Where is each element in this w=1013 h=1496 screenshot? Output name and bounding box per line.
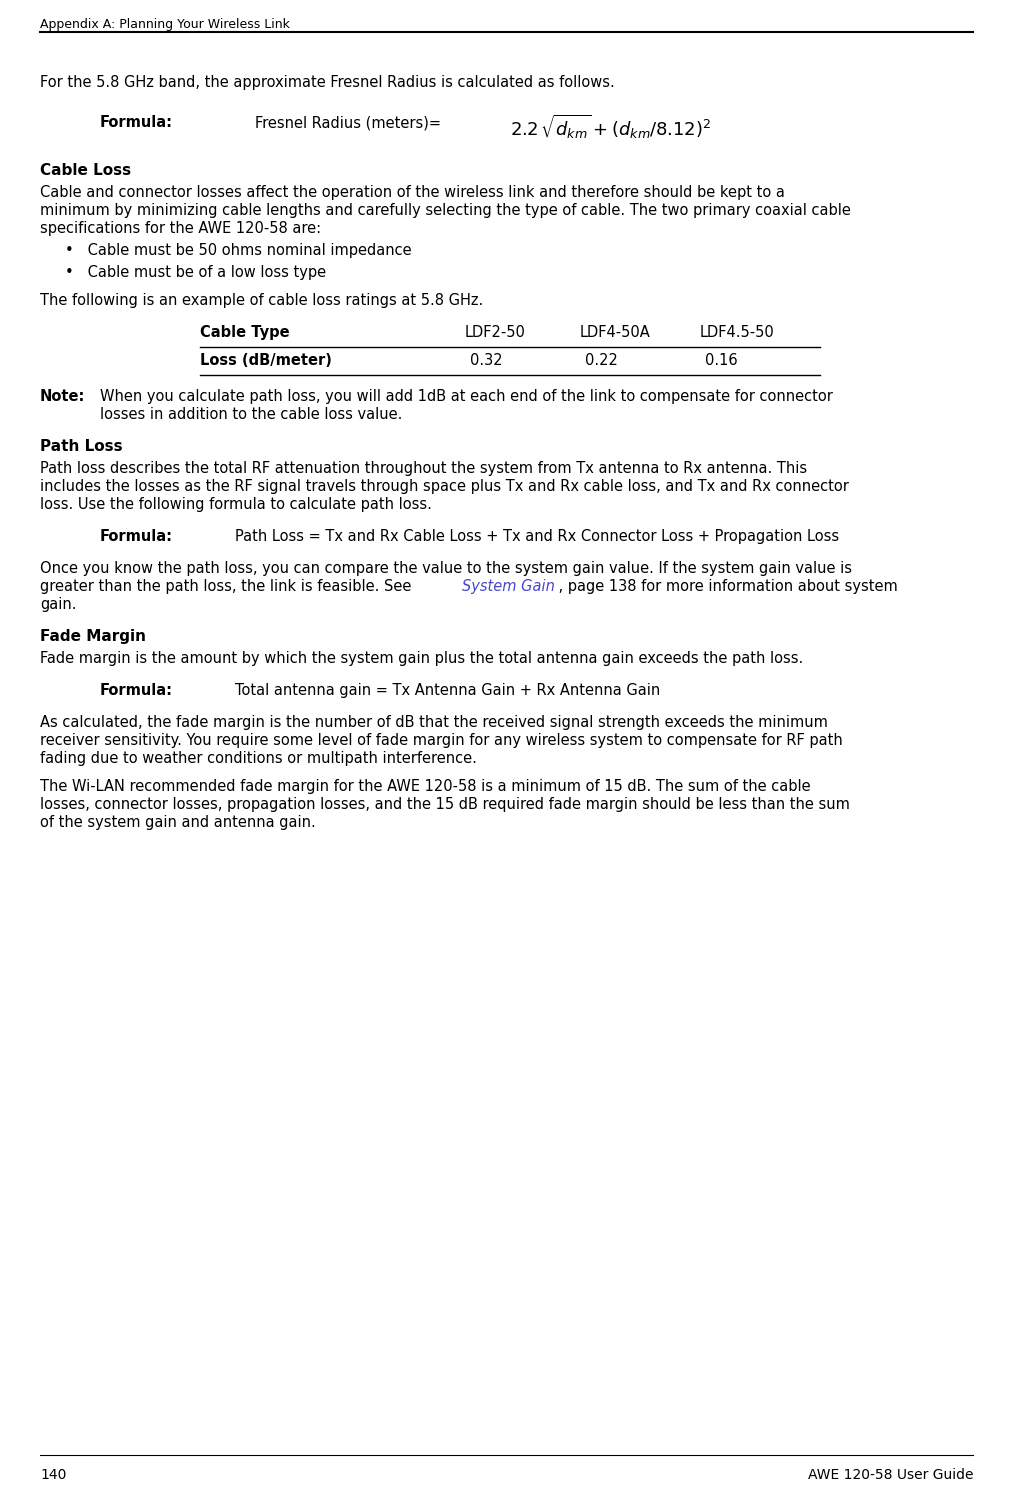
Text: •   Cable must be 50 ohms nominal impedance: • Cable must be 50 ohms nominal impedanc… [65,242,411,257]
Text: specifications for the AWE 120-58 are:: specifications for the AWE 120-58 are: [40,221,321,236]
Text: When you calculate path loss, you will add 1dB at each end of the link to compen: When you calculate path loss, you will a… [100,389,833,404]
Text: Fade margin is the amount by which the system gain plus the total antenna gain e: Fade margin is the amount by which the s… [40,651,803,666]
Text: As calculated, the fade margin is the number of dB that the received signal stre: As calculated, the fade margin is the nu… [40,715,828,730]
Text: Formula:: Formula: [100,530,173,545]
Text: loss. Use the following formula to calculate path loss.: loss. Use the following formula to calcu… [40,497,432,512]
Text: Note:: Note: [40,389,85,404]
Text: Path Loss = Tx and Rx Cable Loss + Tx and Rx Connector Loss + Propagation Loss: Path Loss = Tx and Rx Cable Loss + Tx an… [235,530,839,545]
Text: LDF2-50: LDF2-50 [465,325,526,340]
Text: losses in addition to the cable loss value.: losses in addition to the cable loss val… [100,407,402,422]
Text: greater than the path loss, the link is feasible. See: greater than the path loss, the link is … [40,579,416,594]
Text: of the system gain and antenna gain.: of the system gain and antenna gain. [40,815,316,830]
Text: Fade Margin: Fade Margin [40,628,146,643]
Text: fading due to weather conditions or multipath interference.: fading due to weather conditions or mult… [40,751,477,766]
Text: 140: 140 [40,1468,67,1483]
Text: For the 5.8 GHz band, the approximate Fresnel Radius is calculated as follows.: For the 5.8 GHz band, the approximate Fr… [40,75,615,90]
Text: losses, connector losses, propagation losses, and the 15 dB required fade margin: losses, connector losses, propagation lo… [40,797,850,812]
Text: , page 138 for more information about system: , page 138 for more information about sy… [540,579,898,594]
Text: Fresnel Radius (meters)=: Fresnel Radius (meters)= [255,115,441,130]
Text: AWE 120-58 User Guide: AWE 120-58 User Guide [807,1468,973,1483]
Text: Formula:: Formula: [100,684,173,699]
Text: Path Loss: Path Loss [40,438,123,453]
Text: 0.16: 0.16 [705,353,737,368]
Text: Cable Loss: Cable Loss [40,163,131,178]
Text: Appendix A: Planning Your Wireless Link: Appendix A: Planning Your Wireless Link [40,18,290,31]
Text: The following is an example of cable loss ratings at 5.8 GHz.: The following is an example of cable los… [40,293,483,308]
Text: includes the losses as the RF signal travels through space plus Tx and Rx cable : includes the losses as the RF signal tra… [40,479,849,494]
Text: Once you know the path loss, you can compare the value to the system gain value.: Once you know the path loss, you can com… [40,561,852,576]
Text: 0.32: 0.32 [470,353,502,368]
Text: 0.22: 0.22 [585,353,618,368]
Text: Total antenna gain = Tx Antenna Gain + Rx Antenna Gain: Total antenna gain = Tx Antenna Gain + R… [235,684,660,699]
Text: The Wi-LAN recommended fade margin for the AWE 120-58 is a minimum of 15 dB. The: The Wi-LAN recommended fade margin for t… [40,779,810,794]
Text: Cable and connector losses affect the operation of the wireless link and therefo: Cable and connector losses affect the op… [40,186,785,200]
Text: LDF4-50A: LDF4-50A [580,325,650,340]
Text: $2.2\,\sqrt{d_{km}} + (d_{km}/8.12)^{2}$: $2.2\,\sqrt{d_{km}} + (d_{km}/8.12)^{2}$ [510,114,711,141]
Text: Formula:: Formula: [100,115,173,130]
Text: •   Cable must be of a low loss type: • Cable must be of a low loss type [65,265,326,280]
Text: Cable Type: Cable Type [200,325,290,340]
Text: gain.: gain. [40,597,77,612]
Text: minimum by minimizing cable lengths and carefully selecting the type of cable. T: minimum by minimizing cable lengths and … [40,203,851,218]
Text: LDF4.5-50: LDF4.5-50 [700,325,775,340]
Text: Loss (dB/meter): Loss (dB/meter) [200,353,332,368]
Text: receiver sensitivity. You require some level of fade margin for any wireless sys: receiver sensitivity. You require some l… [40,733,843,748]
Text: System Gain: System Gain [462,579,555,594]
Text: Path loss describes the total RF attenuation throughout the system from Tx anten: Path loss describes the total RF attenua… [40,461,807,476]
